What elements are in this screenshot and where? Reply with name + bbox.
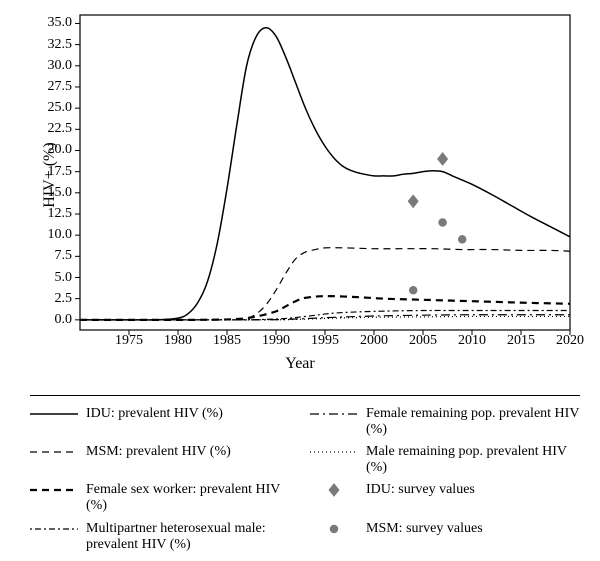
marker-idu_survey [437,152,448,166]
x-tick: 2015 [507,333,535,349]
marker-idu_survey [408,194,419,208]
y-tick: 35.0 [22,15,72,31]
y-tick: 10.0 [22,227,72,243]
legend-item-msm_survey: MSM: survey values [310,521,580,553]
legend-swatch [30,444,78,460]
legend-label: Male remaining pop. prevalent HIV (%) [366,444,580,476]
x-tick: 1995 [311,333,339,349]
y-tick: 17.5 [22,164,72,180]
y-tick: 25.0 [22,100,72,116]
legend-label: MSM: survey values [366,521,580,537]
legend-item-idu_survey: IDU: survey values [310,482,580,514]
legend: IDU: prevalent HIV (%) Female remaining p… [30,395,580,556]
x-tick: 2020 [556,333,584,349]
legend-swatch [30,521,78,537]
legend-item-fr_prev: Female remaining pop. prevalent HIV (%) [310,406,580,438]
x-tick: 1980 [164,333,192,349]
legend-swatch [310,482,358,498]
y-tick: 27.5 [22,79,72,95]
legend-swatch [310,521,358,537]
y-tick: 0.0 [22,312,72,328]
legend-swatch [310,406,358,422]
y-tick: 22.5 [22,121,72,137]
y-tick: 15.0 [22,185,72,201]
legend-swatch [310,444,358,460]
y-tick: 2.5 [22,291,72,307]
y-tick: 32.5 [22,37,72,53]
y-tick: 30.0 [22,58,72,74]
x-axis-label: Year [250,355,350,373]
series-idu_prev [80,28,570,320]
legend-label: IDU: prevalent HIV (%) [86,406,300,422]
x-tick: 2000 [360,333,388,349]
legend-item-fsw_prev: Female sex worker: prevalent HIV (%) [30,482,300,514]
series-msm_prev [80,248,570,320]
y-tick: 5.0 [22,270,72,286]
y-tick: 12.5 [22,206,72,222]
y-tick: 20.0 [22,142,72,158]
legend-item-mph_prev: Multipartner heterosexual male: prevalen… [30,521,300,553]
legend-label: IDU: survey values [366,482,580,498]
y-tick: 7.5 [22,248,72,264]
x-tick: 1975 [115,333,143,349]
x-tick: 2005 [409,333,437,349]
legend-swatch [30,482,78,498]
series-mph_prev [80,310,570,319]
marker-msm_survey [458,235,467,244]
legend-label: Female sex worker: prevalent HIV (%) [86,482,300,514]
legend-item-msm_prev: MSM: prevalent HIV (%) [30,444,300,476]
legend-label: Female remaining pop. prevalent HIV (%) [366,406,580,438]
x-tick: 1990 [262,333,290,349]
marker-msm_survey [438,218,447,227]
x-tick: 2010 [458,333,486,349]
figure-container: { "chart": { "type": "line", "width_px":… [0,0,600,561]
legend-item-idu_prev: IDU: prevalent HIV (%) [30,406,300,438]
legend-label: MSM: prevalent HIV (%) [86,444,300,460]
legend-item-mr_prev: Male remaining pop. prevalent HIV (%) [310,444,580,476]
x-tick: 1985 [213,333,241,349]
legend-swatch [30,406,78,422]
legend-label: Multipartner heterosexual male: prevalen… [86,521,300,553]
marker-msm_survey [409,286,418,295]
